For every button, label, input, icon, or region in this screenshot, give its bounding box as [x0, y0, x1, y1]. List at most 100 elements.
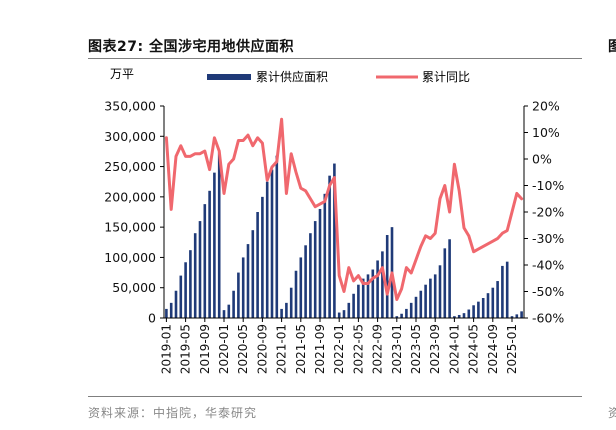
bar-2021-09 — [318, 208, 322, 318]
axes — [160, 105, 528, 322]
bar-2020-01 — [222, 310, 226, 318]
x-tick-label: 2020-05 — [236, 324, 250, 374]
y-left-tick-label: 50,000 — [112, 280, 156, 295]
bar-2020-03 — [232, 290, 235, 318]
bar-2019-07 — [193, 233, 197, 318]
x-tick-label: 2023-01 — [390, 324, 404, 374]
bar-2020-06 — [246, 244, 250, 318]
bar-2023-10 — [438, 265, 442, 318]
bar-2024-07 — [481, 298, 485, 318]
bar-2019-06 — [189, 250, 192, 318]
bar-2024-04 — [467, 309, 471, 318]
source-divider — [88, 396, 582, 397]
x-tick-label: 2025-01 — [505, 324, 519, 374]
bar-2021-07 — [309, 233, 312, 318]
bar-2021-06 — [304, 245, 307, 318]
source-note: 资料来源：中指院，华泰研究 — [88, 406, 258, 420]
edge-fragment-top: 图 — [608, 39, 616, 55]
bar-2024-06 — [477, 301, 480, 318]
bar-2023-01 — [395, 316, 399, 318]
x-tick-label: 2023-05 — [409, 324, 423, 374]
y-left-tick-label: 150,000 — [104, 220, 156, 235]
bar-2019-09 — [203, 204, 207, 318]
bar-2021-02 — [285, 302, 288, 318]
bar-2022-07 — [366, 274, 370, 318]
edge-fragment-bottom: 资 — [608, 406, 616, 420]
x-tick-label: 2022-09 — [371, 324, 385, 374]
bar-2022-09 — [376, 260, 379, 318]
bar-2021-11 — [328, 175, 331, 318]
bar-2025-03 — [520, 311, 523, 318]
x-tick-label: 2024-05 — [467, 324, 481, 374]
x-tick-label: 2022-01 — [332, 324, 346, 374]
bar-2021-08 — [313, 221, 317, 318]
y-right-tick-label: -20% — [532, 205, 564, 220]
bar-2023-02 — [400, 313, 403, 318]
legend: 累计供应面积 累计同比 — [207, 69, 470, 84]
bar-2023-08 — [429, 278, 432, 318]
bar-2022-01 — [337, 312, 341, 318]
bar-2020-09 — [261, 196, 264, 318]
bar-2021-12 — [333, 163, 336, 318]
bar-2022-08 — [371, 269, 375, 318]
bar-2023-05 — [414, 296, 418, 318]
y-right-tick-label: 10% — [532, 125, 560, 140]
bar-2024-10 — [496, 281, 499, 318]
bar-2019-10 — [208, 190, 211, 318]
bar-2022-10 — [381, 251, 384, 318]
bar-2023-07 — [424, 284, 427, 318]
x-tick-label: 2020-01 — [217, 324, 231, 374]
bar-2020-10 — [265, 181, 269, 318]
bar-2021-01 — [280, 308, 283, 318]
bar-2020-04 — [237, 272, 240, 318]
yoy-line-series — [164, 117, 524, 301]
bar-series — [165, 152, 523, 318]
x-tick-label: 2024-09 — [486, 324, 500, 374]
bar-2019-11 — [213, 172, 216, 318]
y-left-tick-label: 200,000 — [104, 189, 156, 204]
bar-2019-03 — [174, 290, 178, 318]
bar-2023-12 — [448, 239, 451, 318]
x-tick-label: 2023-09 — [428, 324, 442, 374]
bar-2023-11 — [443, 248, 447, 318]
bar-2022-06 — [361, 278, 365, 318]
x-tick-label: 2021-01 — [275, 324, 289, 374]
bar-2020-05 — [241, 257, 245, 318]
bar-2021-10 — [323, 193, 327, 318]
bar-2021-05 — [299, 257, 303, 318]
bar-2019-04 — [179, 275, 183, 318]
legend-bar-swatch — [207, 74, 251, 80]
chart-title: 图表27: 全国涉宅用地供应面积 — [88, 39, 294, 55]
y-left-tick-label: 0 — [148, 311, 156, 326]
bar-2024-05 — [472, 305, 475, 318]
bar-2024-11 — [501, 265, 504, 318]
title-divider — [88, 58, 582, 59]
x-tick-label: 2021-09 — [313, 324, 327, 374]
x-tick-label: 2022-05 — [351, 324, 365, 374]
bar-2023-04 — [409, 302, 413, 318]
y-right-tick-label: -60% — [532, 311, 564, 326]
y-left-unit-label: 万平 — [110, 67, 134, 81]
bar-2019-01 — [165, 308, 168, 318]
bar-2020-08 — [256, 212, 259, 318]
bar-2021-04 — [294, 270, 298, 318]
y-right-tick-label: 20% — [532, 99, 560, 114]
bar-2025-01 — [510, 316, 514, 318]
bar-2023-09 — [433, 274, 437, 318]
y-left-tick-label: 350,000 — [104, 99, 156, 114]
bar-2024-12 — [505, 261, 509, 318]
bar-2020-02 — [227, 304, 231, 318]
bar-2019-08 — [198, 221, 202, 318]
bar-2024-09 — [491, 287, 495, 318]
y-right-tick-label: -50% — [532, 284, 564, 299]
legend-bar-label: 累计供应面积 — [256, 69, 328, 84]
bar-2024-01 — [453, 316, 456, 318]
x-tick-label: 2021-05 — [294, 324, 308, 374]
x-tick-label: 2024-01 — [447, 324, 461, 374]
bar-2020-12 — [275, 155, 279, 318]
y-left-tick-label: 250,000 — [104, 159, 156, 174]
bar-2023-06 — [419, 290, 423, 318]
bar-2022-02 — [342, 310, 346, 318]
y-left-tick-label: 100,000 — [104, 250, 156, 265]
